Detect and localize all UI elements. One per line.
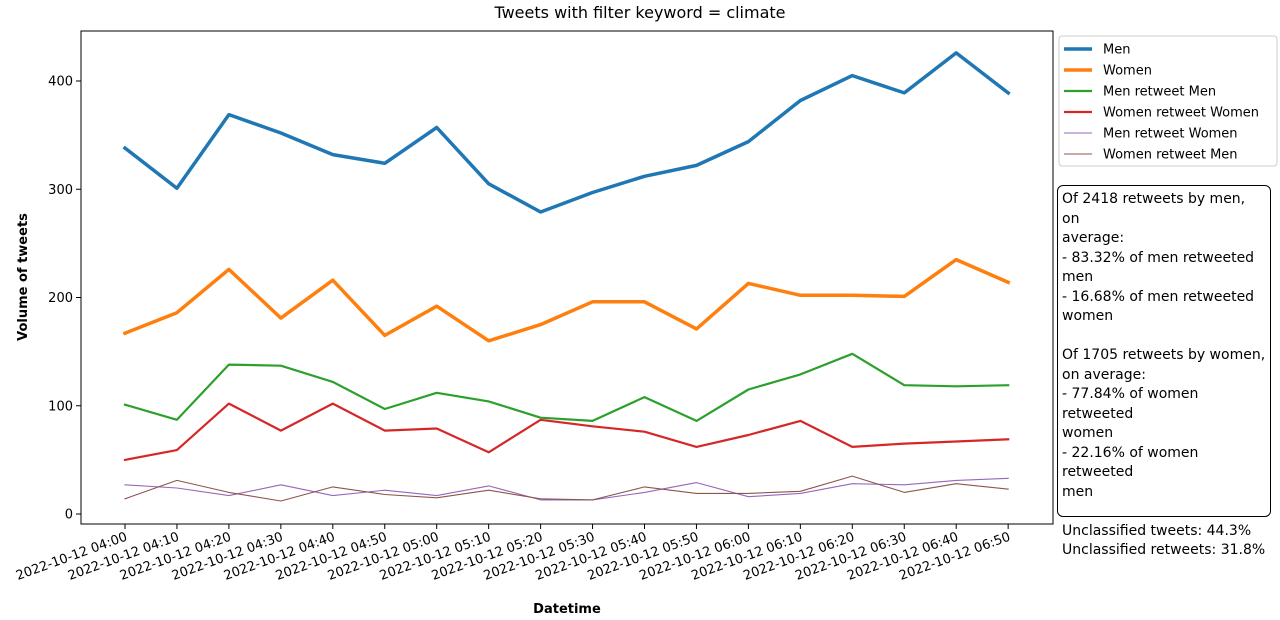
legend-label: Women retweet Men	[1103, 148, 1238, 163]
legend-label: Women retweet Women	[1103, 106, 1259, 121]
y-tick-label: 200	[48, 291, 73, 306]
annotation-line	[1062, 327, 1267, 347]
series-line-women-retweet-women	[123, 402, 1010, 462]
series-line-men	[122, 51, 1011, 214]
annotation-line: - 16.68% of men retweeted	[1062, 288, 1255, 305]
annotation-line: - 83.32% of men retweeted	[1062, 249, 1255, 266]
legend-label: Men retweet Men	[1103, 85, 1216, 100]
annotation-line: men	[1062, 483, 1094, 500]
chart-title: Tweets with filter keyword = climate	[493, 3, 785, 22]
annotation-line: average:	[1062, 230, 1125, 246]
series-line-women-retweet-men	[124, 475, 1009, 502]
summary-annotation-box: Of 2418 retweets by men, on average: - 83.…	[1057, 185, 1271, 558]
series-line-men-retweet-men	[123, 352, 1010, 422]
legend-label: Women	[1103, 64, 1152, 79]
plot-frame	[80, 30, 1054, 525]
y-tick-label: 100	[48, 399, 73, 414]
annotation-line: Of 1705 retweets by women,	[1062, 347, 1266, 363]
annotation-line: - 77.84% of women retweeted	[1062, 386, 1199, 422]
legend: Men Women Men retweet Men Women retweet Wom…	[1058, 35, 1278, 167]
annotation-line: women	[1062, 308, 1114, 324]
annotation-line: Of 2418 retweets by men, on	[1062, 191, 1246, 227]
y-tick-label: 0	[65, 508, 73, 523]
annotation-line: Unclassified tweets: 44.3%	[1062, 522, 1252, 539]
annotation-line: men	[1062, 269, 1094, 285]
annotation-line: - 22.16% of women retweeted	[1062, 444, 1199, 481]
x-axis-label: Datetime	[533, 602, 601, 617]
y-tick-label: 300	[48, 183, 73, 198]
series-line-women	[122, 257, 1011, 343]
y-tick-label: 400	[48, 75, 73, 90]
legend-label: Men retweet Women	[1103, 127, 1238, 142]
legend-frame	[1058, 35, 1278, 167]
annotation-line: women	[1062, 425, 1114, 441]
y-axis-label: Volume of tweets	[16, 213, 31, 341]
annotation-line: on average:	[1062, 366, 1146, 383]
annotation-line: Unclassified retweets: 31.8%	[1062, 542, 1266, 558]
annotation-line	[1062, 502, 1267, 522]
legend-label: Men	[1103, 43, 1130, 58]
